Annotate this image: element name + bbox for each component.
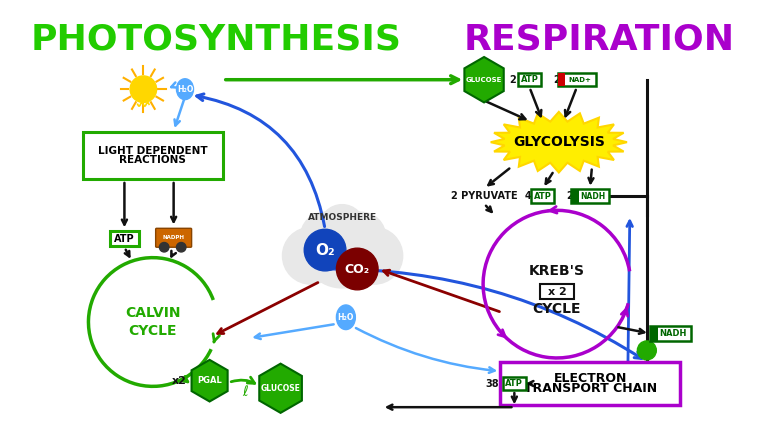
FancyBboxPatch shape: [540, 284, 574, 299]
FancyBboxPatch shape: [156, 228, 191, 247]
Text: ATP: ATP: [114, 234, 134, 244]
Text: CYCLE: CYCLE: [533, 302, 581, 316]
Text: NADPH: NADPH: [163, 235, 184, 240]
FancyBboxPatch shape: [558, 73, 596, 86]
Text: CO₂: CO₂: [345, 263, 370, 276]
Polygon shape: [465, 57, 504, 102]
Text: ATP: ATP: [534, 192, 551, 200]
Text: PHOTOSYNTHESIS: PHOTOSYNTHESIS: [31, 23, 402, 57]
Text: H₂O: H₂O: [177, 85, 194, 94]
Text: 4: 4: [525, 191, 531, 201]
FancyBboxPatch shape: [531, 190, 554, 203]
Text: 2: 2: [566, 191, 573, 201]
Text: 38: 38: [485, 378, 499, 388]
Ellipse shape: [336, 305, 356, 330]
Text: CALVIN
CYCLE: CALVIN CYCLE: [125, 306, 180, 338]
Circle shape: [304, 229, 346, 271]
Circle shape: [300, 212, 349, 261]
Text: NADH: NADH: [581, 192, 605, 200]
Circle shape: [346, 227, 402, 284]
Text: H₂O: H₂O: [338, 313, 354, 322]
FancyBboxPatch shape: [650, 326, 691, 341]
Text: RESPIRATION: RESPIRATION: [464, 23, 735, 57]
Text: KREB'S: KREB'S: [529, 264, 585, 278]
Text: NADH: NADH: [660, 329, 687, 338]
Ellipse shape: [177, 79, 194, 100]
Text: ATP: ATP: [521, 75, 538, 84]
Text: ELECTRON: ELECTRON: [554, 372, 627, 384]
FancyBboxPatch shape: [571, 190, 579, 203]
FancyBboxPatch shape: [500, 362, 680, 405]
Text: x 2: x 2: [548, 287, 566, 297]
FancyBboxPatch shape: [650, 326, 658, 341]
Text: x2: x2: [172, 376, 187, 386]
Text: PGAL: PGAL: [197, 376, 222, 385]
Text: 2: 2: [509, 75, 516, 85]
Circle shape: [177, 242, 186, 252]
Polygon shape: [260, 364, 302, 413]
Text: ATMOSPHERE: ATMOSPHERE: [307, 213, 376, 222]
Text: TRANSPORT CHAIN: TRANSPORT CHAIN: [524, 382, 657, 395]
Text: 2 PYRUVATE: 2 PYRUVATE: [451, 191, 518, 201]
Text: 2: 2: [554, 75, 561, 85]
Text: LIGHT DEPENDENT: LIGHT DEPENDENT: [98, 146, 207, 156]
Circle shape: [319, 205, 365, 250]
Polygon shape: [491, 112, 627, 172]
Text: NAD+: NAD+: [568, 77, 591, 83]
Text: O₂: O₂: [315, 243, 335, 257]
FancyBboxPatch shape: [571, 190, 609, 203]
FancyBboxPatch shape: [503, 377, 526, 390]
Circle shape: [130, 76, 157, 102]
Circle shape: [160, 242, 169, 252]
Text: ATP: ATP: [505, 379, 523, 388]
Text: ℓ: ℓ: [242, 385, 248, 399]
FancyBboxPatch shape: [111, 231, 138, 246]
Circle shape: [336, 212, 386, 261]
FancyBboxPatch shape: [518, 73, 541, 86]
Circle shape: [336, 248, 378, 290]
FancyBboxPatch shape: [83, 132, 223, 179]
Circle shape: [303, 208, 382, 288]
Text: GLYCOLYSIS: GLYCOLYSIS: [513, 135, 604, 149]
Text: GLUCOSE: GLUCOSE: [260, 384, 300, 393]
Circle shape: [637, 341, 657, 360]
Text: REACTIONS: REACTIONS: [119, 155, 187, 165]
Circle shape: [283, 227, 339, 284]
Polygon shape: [191, 360, 227, 401]
FancyBboxPatch shape: [558, 73, 565, 86]
Text: GLUCOSE: GLUCOSE: [466, 77, 502, 83]
